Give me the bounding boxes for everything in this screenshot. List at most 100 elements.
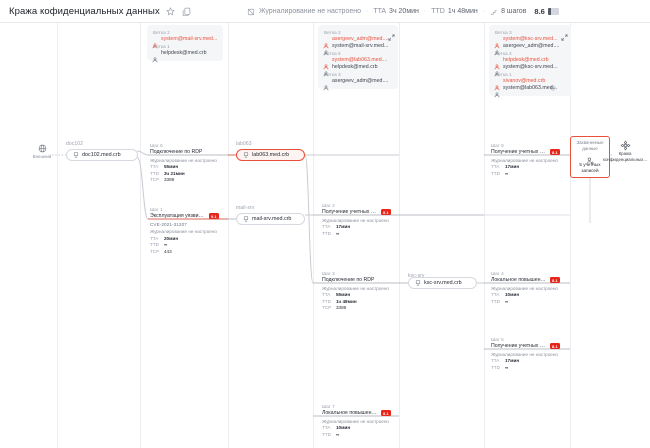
account-row[interactable]: system@mail-srv.med...	[152, 36, 218, 49]
account-email: asergeev_adm@med....	[503, 43, 560, 49]
step-title-row[interactable]: Подключение по RDP	[150, 149, 224, 155]
step-number: Шаг 3	[322, 271, 335, 276]
person-icon	[323, 57, 329, 70]
step-metric-ttd: TTD ∞	[150, 242, 224, 247]
start-node-external[interactable]: Внешний	[27, 141, 57, 159]
step-metric-value: 3389	[164, 177, 175, 182]
account-group: Ветка 3 asergeev_adm@med....	[323, 72, 393, 91]
host-node-doc102[interactable]: doc102.med.crb	[66, 149, 138, 161]
person-icon	[494, 64, 500, 77]
risk-score-bar	[547, 8, 559, 15]
step-metric-value: 3ч 21мин	[164, 170, 185, 176]
step-metric-tta: TTA 17мин	[491, 164, 565, 169]
step-metric-port: TCP 443	[150, 249, 224, 254]
steps-label: 8 шагов	[501, 8, 527, 15]
step-metric-tta: TTA 20мин	[150, 236, 224, 241]
step-metric-key: TCP	[150, 177, 160, 182]
host-node-kscsrv[interactable]: ksc-srv.med.crb	[408, 277, 477, 289]
step-title[interactable]: Локальное повышение...	[491, 277, 547, 283]
step-title-row[interactable]: Эксплуатация уязвим... 9.1	[150, 213, 224, 219]
step-cve-id: CVE-2021-31207	[150, 221, 187, 227]
lane-divider-7	[570, 23, 571, 448]
step-title[interactable]: Получение учетных д...	[322, 209, 378, 215]
step-logging-text: Журналирование не настроено	[150, 229, 217, 234]
step-title[interactable]: Подключение по RDP	[322, 277, 375, 283]
step-title[interactable]: Эксплуатация уязвим...	[150, 213, 206, 219]
account-row[interactable]: system@lab063.med...	[494, 85, 566, 98]
step-block-1[interactable]: Шаг 1 Эксплуатация уязвим... 9.1 CVE-202…	[150, 207, 224, 254]
expand-icon[interactable]	[561, 28, 568, 41]
step-title-row[interactable]: Получение учетных д... 8.1	[491, 149, 565, 155]
step-block-3[interactable]: Шаг 3 Подключение по RDP Журналирование …	[322, 271, 396, 310]
step-block-7[interactable]: Шаг 7 Локальное повышение... 8.1 Журнали…	[322, 404, 396, 437]
step-metric-value: 10мин	[336, 425, 351, 430]
step-title[interactable]: Подключение по RDP	[150, 149, 203, 155]
step-block-8[interactable]: Шаг 8 Получение учетных д... 8.1 Журнали…	[491, 143, 565, 176]
account-panel-3[interactable]: Ветка 3 system@ksc-srv.med... asergeev_a…	[489, 25, 571, 98]
page-title: Кража кофиденциальных данных	[9, 5, 160, 17]
account-row[interactable]: system@ksc-srv.med...	[494, 64, 566, 77]
star-icon[interactable]	[165, 6, 176, 17]
account-row[interactable]: system@ksc-srv.med...	[494, 36, 566, 49]
person-key-icon	[586, 152, 594, 165]
step-metric-port: TCP 3389	[322, 305, 396, 310]
account-group-label: Ветка 1	[495, 72, 512, 77]
account-row[interactable]: helpdesk@med.crb	[494, 57, 566, 70]
step-block-4[interactable]: Шаг 4 Локальное повышение... 8.1 Журнали…	[491, 271, 565, 304]
lane-divider-2	[140, 23, 141, 448]
step-metric-port: TCP 3389	[150, 177, 224, 182]
step-block-2[interactable]: Шаг 2 Получение учетных д... 8.1 Журнали…	[322, 203, 396, 236]
target-icon	[619, 138, 631, 151]
server-icon	[415, 280, 421, 286]
copy-icon[interactable]	[181, 6, 192, 17]
account-row[interactable]: system@mail-srv.med...	[323, 43, 393, 56]
step-title[interactable]: Получение учетных д...	[491, 343, 547, 349]
step-logging-text: Журналирование не настроено	[322, 418, 389, 424]
step-title[interactable]: Получение учетных д...	[491, 149, 547, 155]
step-metric-ttd: TTD ∞	[322, 432, 396, 437]
step-title-row[interactable]: Локальное повышение... 8.1	[322, 410, 396, 416]
tta-label: TTA	[373, 8, 387, 15]
host-group-label-doc102: doc102	[66, 141, 84, 147]
captured-credentials-node[interactable]: Захваченные данные 5 учетных записей	[570, 136, 610, 179]
account-row[interactable]: helpdesk@med.crb	[323, 64, 393, 77]
goal-node[interactable]: Кража конфиденциальных...	[602, 138, 648, 162]
step-title-row[interactable]: Получение учетных д... 8.1	[491, 343, 565, 349]
ttd-metric: TTD 1ч 48мин	[431, 8, 477, 15]
step-title-row[interactable]: Получение учетных д... 8.1	[322, 209, 396, 215]
host-node-label: ksc-srv.med.crb	[424, 280, 462, 286]
lane-divider-6	[484, 23, 485, 448]
step-title[interactable]: Локальное повышение...	[322, 410, 378, 416]
account-row[interactable]: sivanov@med.crb	[494, 78, 566, 91]
account-email: system@mail-srv.med...	[161, 36, 218, 42]
account-row[interactable]: asergeev_adm@med....	[323, 78, 393, 91]
step-metric-value: 55мин	[336, 292, 351, 297]
host-node-lab063[interactable]: lab063.med.crb	[236, 149, 305, 161]
account-group-label: Ветка 1	[153, 44, 170, 49]
person-icon	[494, 78, 500, 91]
lane-divider-5	[399, 23, 400, 448]
expand-icon[interactable]	[388, 28, 395, 41]
account-panel-1[interactable]: Ветка 2 system@mail-srv.med... Ветка 1 h…	[147, 25, 223, 63]
host-node-mailsrv[interactable]: mail-srv.med.crb	[236, 213, 305, 225]
step-title-row[interactable]: Подключение по RDP	[322, 277, 396, 283]
account-email: sivanov@med.crb	[503, 78, 546, 84]
account-row[interactable]: asergeev_adm@med....	[323, 36, 393, 49]
lane-divider-4	[313, 23, 314, 448]
gear-icon[interactable]	[550, 78, 556, 91]
account-row[interactable]: asergeev_adm@med....	[494, 43, 566, 56]
step-metric-tta: TTA 55мин	[322, 292, 396, 297]
step-block-6[interactable]: Шаг 6 Подключение по RDP Журналирование …	[150, 143, 224, 182]
account-row[interactable]: helpdesk@med.crb	[152, 50, 218, 63]
graph-canvas[interactable]: Внешний Ветка 2 system@mail-srv.med... В…	[0, 23, 650, 448]
account-panel-2[interactable]: Ветка 2 asergeev_adm@med.... system@mail…	[318, 25, 398, 91]
step-metric-key: TTA	[491, 164, 500, 169]
person-icon	[323, 64, 329, 77]
step-number: Шаг 8	[491, 143, 504, 148]
step-block-5[interactable]: Шаг 5 Получение учетных д... 8.1 Журнали…	[491, 337, 565, 370]
account-row[interactable]: system@lab063.med....	[323, 57, 393, 70]
server-icon	[73, 152, 79, 158]
step-title-row[interactable]: Локальное повышение... 8.1	[491, 277, 565, 283]
step-number: Шаг 4	[491, 271, 504, 276]
step-metric-tta: TTA 55мин	[150, 164, 224, 169]
